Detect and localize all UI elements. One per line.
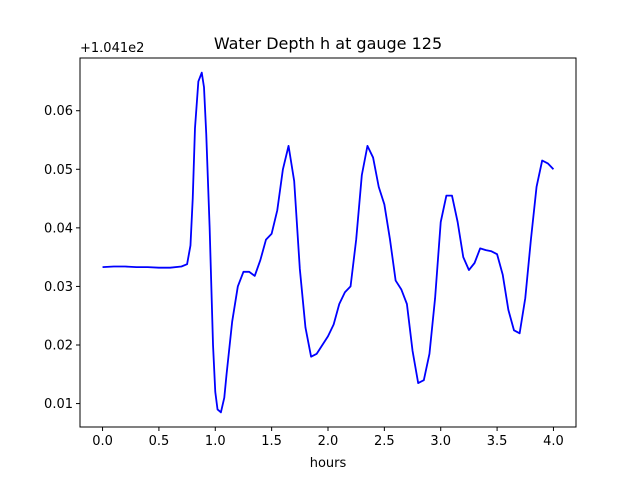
y-tick-label: 0.04 xyxy=(44,221,73,236)
series-line-0 xyxy=(102,71,555,414)
y-axis-offset-label: +1.041e2 xyxy=(80,41,144,56)
x-tick-label: 1.0 xyxy=(205,434,226,449)
x-tick-label: 0.0 xyxy=(92,434,113,449)
x-tick-label: 3.5 xyxy=(487,434,508,449)
x-tick-label: 2.5 xyxy=(374,434,395,449)
x-tick-label: 4.0 xyxy=(543,434,564,449)
x-tick-label: 1.5 xyxy=(261,434,282,449)
x-tick-label: 0.5 xyxy=(149,434,170,449)
x-tick-label: 2.0 xyxy=(318,434,339,449)
plot-area: 0.0 0.5 1.0 1.5 2.0 2.5 3.0 3.5 4.0 0.01 0.02 0.03 0… xyxy=(44,57,577,449)
y-tick-label: 0.06 xyxy=(44,104,73,119)
y-tick-label: 0.02 xyxy=(44,339,73,354)
chart-title: Water Depth h at gauge 125 xyxy=(214,34,442,53)
y-tick-label: 0.01 xyxy=(44,397,73,412)
x-axis-label: hours xyxy=(310,456,347,471)
x-tick-label: 3.0 xyxy=(430,434,451,449)
y-tick-label: 0.05 xyxy=(44,163,73,178)
y-tick-label: 0.03 xyxy=(44,280,73,295)
